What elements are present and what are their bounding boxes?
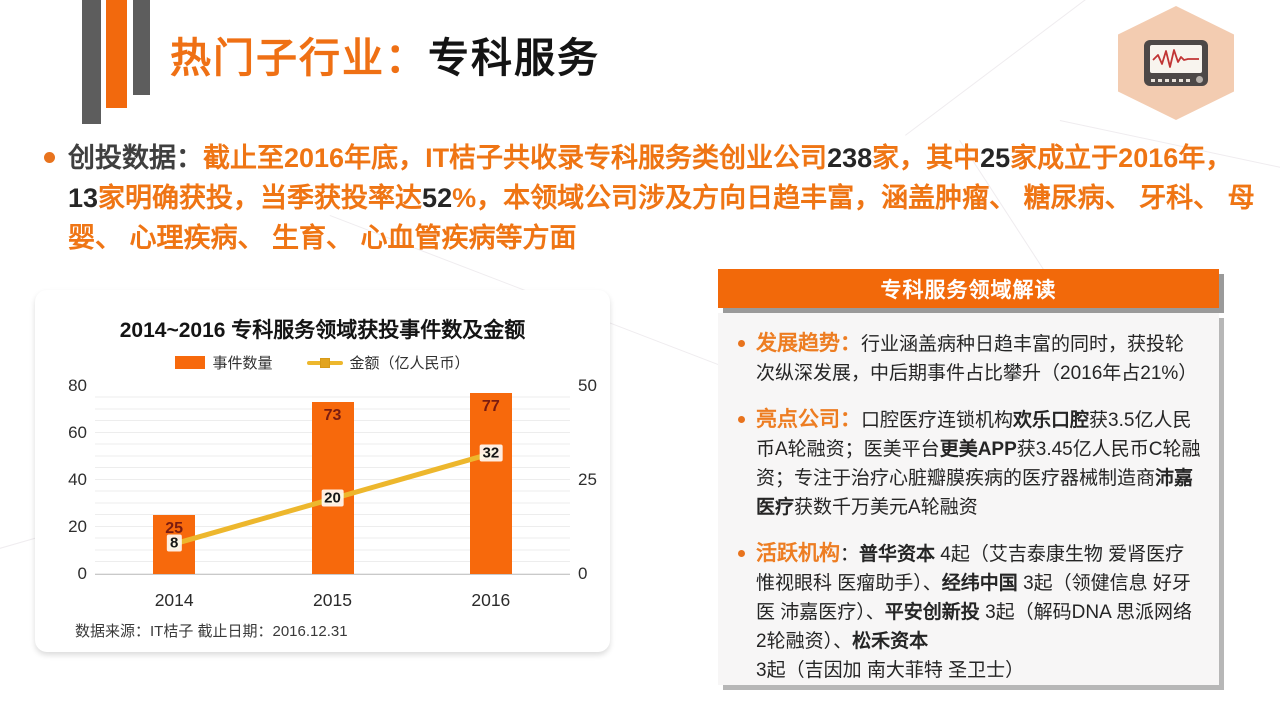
intro-seg: 家明确获投，当季获投率达	[98, 183, 423, 213]
intro-label: 创投数据：	[68, 143, 203, 173]
line-value-label: 20	[321, 489, 344, 507]
panel-bullet-trend: 发展趋势：行业涵盖病种日趋丰富的同时，获投轮次纵深发展，中后期事件占比攀升（20…	[734, 329, 1201, 388]
bullet-seg: 3起（解码DNA 思派网络2轮融资）、	[756, 602, 1192, 652]
bullet-seg: 获数千万美元A轮融资	[794, 497, 978, 518]
axis-tick-left: 60	[68, 423, 87, 442]
legend-label: 事件数量	[212, 355, 273, 372]
legend-bar-swatch-icon	[175, 356, 206, 369]
panel-bullet-investors: 活跃机构：普华资本 4起（艾吉泰康生物 爱肾医疗 惟视眼科 医瘤助手）、经纬中国…	[734, 539, 1201, 685]
axis-tick-left: 0	[77, 564, 87, 583]
bullet-dot-icon	[738, 550, 745, 557]
bullet-seg: 口腔医疗连锁机构	[861, 410, 1014, 431]
intro-block: 创投数据：截止至2016年底，IT桔子共收录专科服务类创业公司238家，其中25…	[36, 138, 1262, 258]
event-count-bar	[469, 393, 512, 574]
bar-value-label: 73	[323, 407, 342, 425]
chart-plot: 25 2014 73 2015 77 2016 8 20 32	[95, 386, 570, 610]
panel-header-label: 专科服务领域解读	[880, 278, 1057, 302]
page-title-category: 热门子行业：	[170, 35, 428, 81]
bullet-seg: 4起（艾吉泰康生物 爱肾医疗 惟视眼科 医瘤助手）、	[756, 544, 1185, 594]
chart-card: 2014~2016 专科服务领域获投事件数及金额 事件数量 金额（亿人民币） 0…	[35, 290, 610, 652]
monitor-knob	[1196, 76, 1203, 83]
chart-source: 数据来源：IT桔子 截止日期：2016.12.31	[75, 623, 348, 640]
intro-text: 创投数据：截止至2016年底，IT桔子共收录专科服务类创业公司238家，其中25…	[68, 138, 1262, 258]
legend-line-swatch-icon	[306, 356, 343, 369]
bullet-dot-icon	[738, 340, 745, 347]
axis-tick-right: 50	[578, 376, 597, 395]
axis-tick-right: 0	[578, 564, 588, 583]
deco-bar-gray-right	[133, 0, 150, 95]
axis-tick-left: 80	[68, 376, 87, 395]
bullet-seg: 经纬中国	[941, 573, 1018, 594]
axis-tick-left: 40	[68, 470, 87, 489]
monitor-buttons	[1151, 79, 1190, 82]
bullet-seg: 松禾资本	[852, 631, 929, 652]
intro-seg: 13	[68, 183, 99, 213]
bullet-seg: 获3.5亿人民币A轮融资；医美平台	[756, 410, 1192, 460]
bullet-dot-icon	[738, 416, 745, 423]
intro-seg: %，本领域公司涉及方向日趋丰富，涵盖肿瘤、 糖尿病、 牙科、 母婴、 心理疾病、…	[68, 183, 1255, 253]
line-value-label: 8	[166, 534, 182, 552]
bullet-seg: 获3.45亿人民币C轮融资；专注于治疗心脏瓣膜疾病的医疗器械制造商	[756, 439, 1201, 489]
intro-seg: 52	[422, 183, 453, 213]
legend-item-amount: 金额（亿人民币）	[306, 352, 470, 373]
bullet-seg: 行业涵盖病种日趋丰富的同时，获投轮次纵深发展，中后期事件占比攀升（2016年占2…	[756, 334, 1198, 384]
bullet-seg: ：	[840, 544, 860, 565]
axis-tick-right: 25	[578, 470, 597, 489]
axis-tick-left: 20	[68, 517, 87, 536]
bullet-seg: 沛嘉医疗	[756, 468, 1194, 518]
chart-title: 2014~2016 专科服务领域获投事件数及金额	[119, 319, 526, 342]
bullet-dot-icon	[44, 152, 55, 163]
bullet-seg: 普华资本	[859, 544, 936, 565]
legend-label: 金额（亿人民币）	[349, 355, 470, 372]
bullet-label: 发展趋势：	[756, 332, 861, 355]
ecg-screen	[1150, 45, 1202, 73]
bullet-label: 亮点公司：	[756, 408, 861, 431]
axis-tick-x: 2016	[471, 590, 511, 610]
panel-bullet-companies: 亮点公司：口腔医疗连锁机构欢乐口腔获3.5亿人民币A轮融资；医美平台更美APP获…	[734, 405, 1201, 522]
legend-item-events: 事件数量	[175, 352, 273, 373]
right-axis: 0 25 50	[578, 377, 612, 583]
intro-seg: 25	[980, 143, 1011, 173]
bar-value-label: 77	[481, 398, 500, 416]
line-value-label: 32	[479, 444, 503, 462]
bullet-seg: 平安创新投	[884, 602, 980, 623]
hexagon-badge	[1118, 6, 1234, 120]
deco-bar-gray-left	[82, 0, 101, 124]
chart-legend: 事件数量 金额（亿人民币）	[35, 352, 610, 373]
panel-header: 专科服务领域解读	[718, 269, 1219, 308]
bullet-seg: 欢乐口腔	[1013, 410, 1090, 431]
bullet-seg: 3起（吉因加 南大菲特 圣卫士）	[756, 660, 1025, 681]
axis-tick-x: 2015	[313, 590, 352, 610]
intro-seg: 238	[827, 143, 873, 173]
page-title-topic: 专科服务	[428, 35, 600, 81]
bullet-seg: 更美APP	[939, 439, 1017, 460]
ecg-monitor-icon	[1144, 40, 1208, 86]
bullet-label: 活跃机构	[756, 542, 840, 565]
intro-seg: 家成立于2016年，	[1010, 143, 1233, 173]
deco-bar-orange	[106, 0, 127, 108]
intro-seg: 截止至2016年底，IT桔子共收录专科服务类创业公司	[203, 143, 828, 173]
panel-body: 发展趋势：行业涵盖病种日趋丰富的同时，获投轮次纵深发展，中后期事件占比攀升（20…	[718, 313, 1219, 685]
event-count-bar	[311, 402, 354, 574]
intro-seg: 家，其中	[872, 143, 981, 173]
page-title: 热门子行业：专科服务	[170, 24, 600, 84]
axis-tick-x: 2014	[154, 590, 194, 610]
bar-value-label: 25	[165, 520, 184, 538]
bullet-seg: 3起（领健信息 好牙医 沛嘉医疗）、	[756, 573, 1191, 623]
left-axis: 0 20 40 60 80	[49, 377, 87, 583]
